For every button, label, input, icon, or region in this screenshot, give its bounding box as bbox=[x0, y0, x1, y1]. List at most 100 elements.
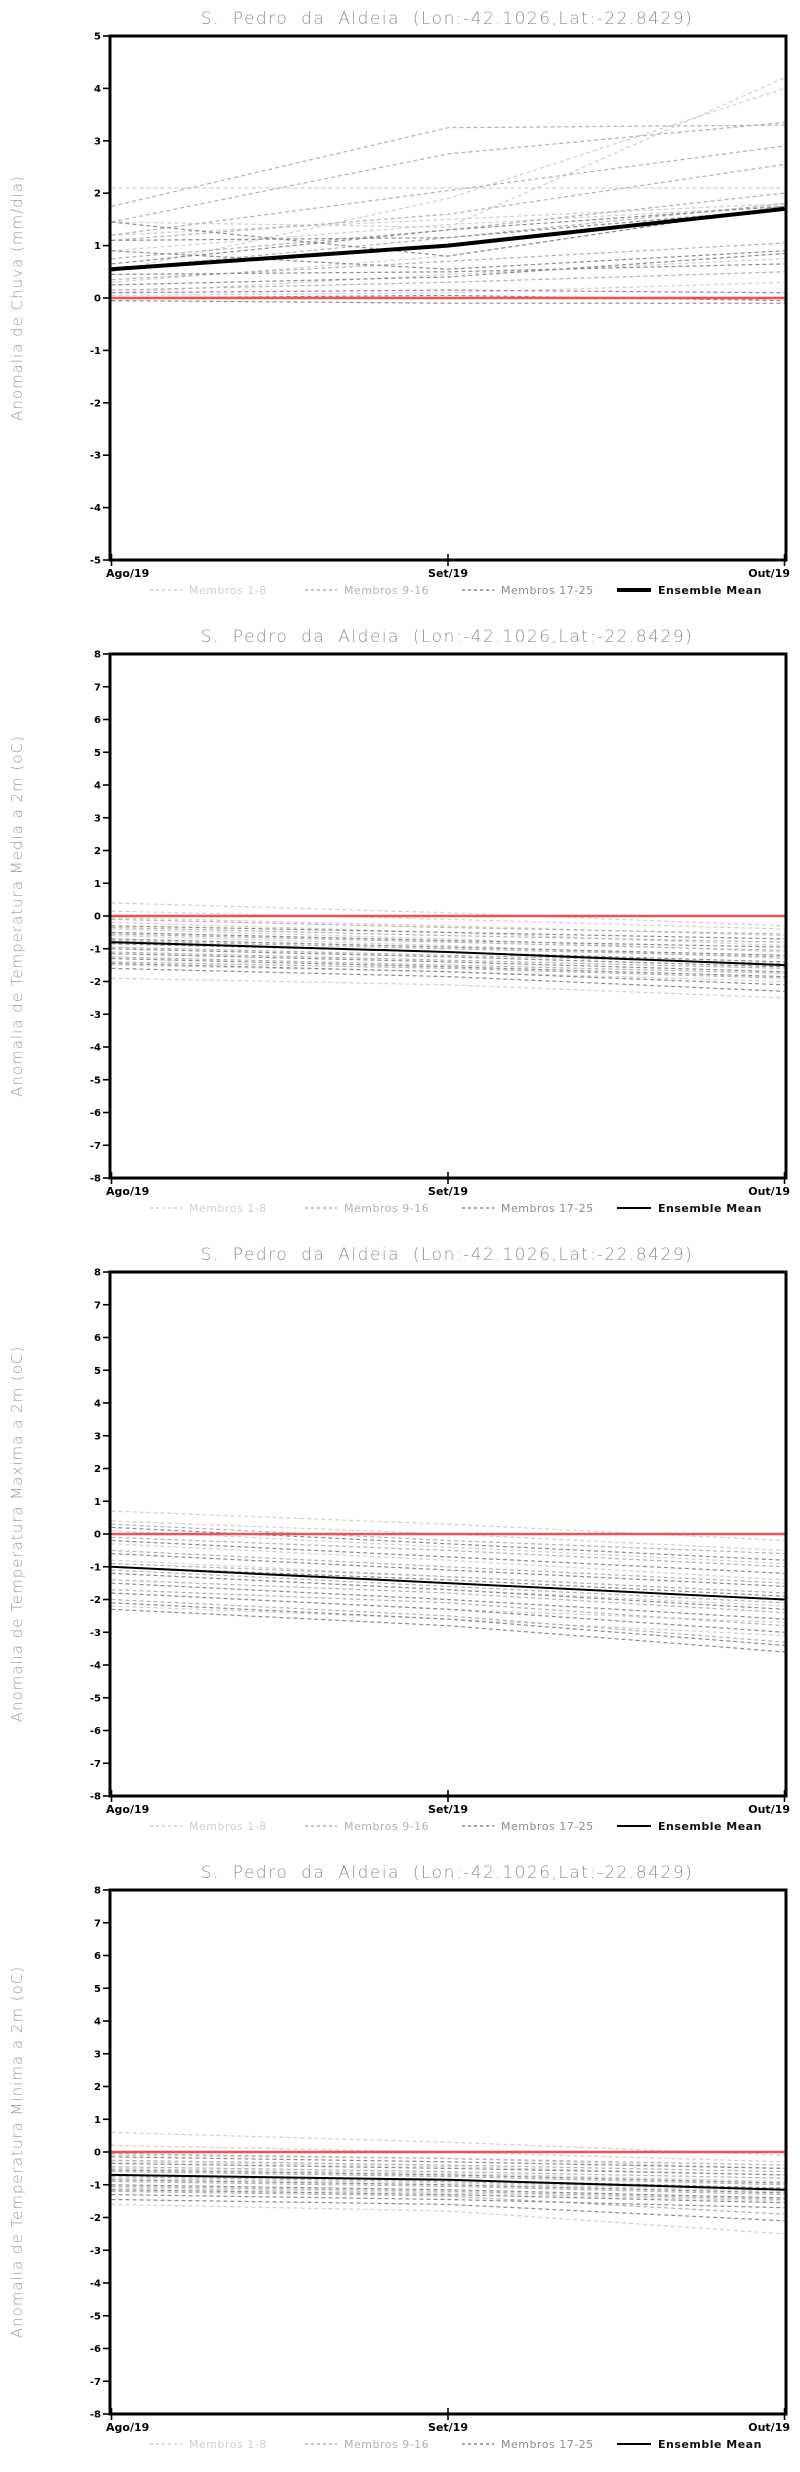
member-line-group-1 bbox=[111, 258, 785, 294]
member-line-group-3 bbox=[111, 208, 785, 241]
chart-title: S. Pedro da Aldeia (Lon:-42.1026,Lat:-22… bbox=[201, 1245, 694, 1265]
member-line-group-2 bbox=[111, 1523, 785, 1555]
y-tick-label: -5 bbox=[90, 1075, 101, 1086]
member-line-group-2 bbox=[111, 163, 785, 241]
chart-title: S. Pedro da Aldeia (Lon:-42.1026,Lat:-22… bbox=[201, 9, 694, 29]
chart-title: S. Pedro da Aldeia (Lon:-42.1026,Lat:-22… bbox=[201, 627, 694, 647]
y-tick-label: 4 bbox=[94, 781, 101, 792]
member-line-group-1 bbox=[111, 964, 785, 983]
y-tick-label: -1 bbox=[90, 2180, 101, 2191]
member-line-group-3 bbox=[111, 1592, 785, 1633]
y-tick-label: 8 bbox=[94, 650, 101, 661]
y-tick-label: 0 bbox=[94, 912, 101, 923]
y-tick-label: 5 bbox=[94, 1366, 101, 1377]
x-tick-label: Out/19 bbox=[748, 567, 790, 580]
member-line-group-2 bbox=[111, 145, 785, 236]
legend-entry-label: Membros 17-25 bbox=[501, 1820, 594, 1833]
member-line-group-3 bbox=[111, 1539, 785, 1574]
member-line-group-3 bbox=[111, 958, 785, 978]
member-line-group-3 bbox=[111, 925, 785, 940]
y-tick-label: 6 bbox=[94, 1333, 101, 1344]
member-line-group-1 bbox=[111, 902, 785, 927]
y-tick-label: -1 bbox=[90, 346, 101, 357]
y-tick-label: -1 bbox=[90, 944, 101, 955]
legend-entry-label: Membros 1-8 bbox=[189, 1202, 267, 1215]
member-line-group-3 bbox=[111, 1602, 785, 1646]
member-line-group-2 bbox=[111, 2180, 785, 2196]
y-tick-label: 5 bbox=[94, 1984, 101, 1995]
y-tick-label: 3 bbox=[94, 1431, 101, 1442]
member-line-group-2 bbox=[111, 1536, 785, 1568]
legend-entry-label: Membros 17-25 bbox=[501, 2438, 594, 2451]
y-tick-label: -7 bbox=[90, 2377, 101, 2388]
member-line-group-3 bbox=[111, 1608, 785, 1653]
member-line-group-1 bbox=[111, 203, 785, 236]
y-tick-label: 0 bbox=[94, 294, 101, 305]
y-tick-label: -2 bbox=[90, 398, 101, 409]
member-line-group-3 bbox=[111, 938, 785, 956]
member-line-group-2 bbox=[111, 271, 785, 291]
y-tick-label: 6 bbox=[94, 715, 101, 726]
y-tick-label: 0 bbox=[94, 2148, 101, 2159]
y-tick-label: -3 bbox=[90, 451, 101, 462]
y-tick-label: 1 bbox=[94, 2115, 101, 2126]
member-line-group-3 bbox=[111, 1553, 785, 1587]
member-line-group-1 bbox=[111, 281, 785, 296]
y-tick-label: 5 bbox=[94, 748, 101, 759]
x-tick-label: Out/19 bbox=[748, 1803, 790, 1816]
y-tick-label: 4 bbox=[94, 2017, 101, 2028]
member-line-group-1 bbox=[111, 1543, 785, 1581]
y-tick-label: -6 bbox=[90, 1726, 101, 1737]
y-tick-label: -4 bbox=[90, 503, 101, 514]
y-tick-label: -4 bbox=[90, 1661, 101, 1672]
y-tick-label: 4 bbox=[94, 1399, 101, 1410]
chart-panel-4: S. Pedro da Aldeia (Lon:-42.1026,Lat:-22… bbox=[8, 1863, 790, 2451]
y-tick-label: -4 bbox=[90, 1043, 101, 1054]
x-tick-label: Ago/19 bbox=[106, 1185, 149, 1198]
member-line-group-2 bbox=[111, 2153, 785, 2166]
chart-panel-2: S. Pedro da Aldeia (Lon:-42.1026,Lat:-22… bbox=[8, 627, 790, 1215]
member-line-group-2 bbox=[111, 121, 785, 223]
member-line-group-1 bbox=[111, 77, 785, 228]
y-tick-label: -7 bbox=[90, 1759, 101, 1770]
legend-ensemble-mean-label: Ensemble Mean bbox=[658, 1202, 762, 1215]
member-line-group-3 bbox=[111, 2184, 785, 2199]
member-line-group-3 bbox=[111, 263, 785, 275]
member-line-group-3 bbox=[111, 948, 785, 968]
y-tick-label: 3 bbox=[94, 136, 101, 147]
x-tick-label: Out/19 bbox=[748, 2421, 790, 2434]
legend-ensemble-mean-label: Ensemble Mean bbox=[658, 584, 762, 597]
member-line-group-3 bbox=[111, 931, 785, 948]
member-line-group-3 bbox=[111, 250, 785, 270]
y-axis-label: Anomalia de Temperatura Media a 2m (oC) bbox=[8, 735, 26, 1097]
member-line-group-2 bbox=[111, 940, 785, 958]
legend-ensemble-mean-label: Ensemble Mean bbox=[658, 1820, 762, 1833]
member-line-group-3 bbox=[111, 1566, 785, 1597]
member-line-group-3 bbox=[111, 252, 785, 286]
member-line-group-1 bbox=[111, 2144, 785, 2163]
ensemble-mean-line bbox=[111, 206, 785, 272]
x-tick-label: Out/19 bbox=[748, 1185, 790, 1198]
ensemble-mean-line bbox=[111, 1565, 785, 1601]
member-line-group-3 bbox=[111, 2162, 785, 2176]
member-line-group-2 bbox=[111, 1562, 785, 1594]
member-line-group-2 bbox=[111, 1579, 785, 1614]
member-line-group-3 bbox=[111, 2194, 785, 2209]
member-line-group-2 bbox=[111, 951, 785, 969]
member-line-group-2 bbox=[111, 2171, 785, 2186]
y-tick-label: 3 bbox=[94, 2049, 101, 2060]
member-line-group-1 bbox=[111, 87, 785, 273]
y-tick-label: 8 bbox=[94, 1886, 101, 1897]
legend-entry-label: Membros 9-16 bbox=[344, 1820, 429, 1833]
member-line-group-2 bbox=[111, 918, 785, 935]
y-tick-label: 7 bbox=[94, 682, 101, 693]
member-line-group-1 bbox=[111, 2203, 785, 2235]
legend-entry-label: Membros 9-16 bbox=[344, 1202, 429, 1215]
y-tick-label: 2 bbox=[94, 189, 101, 200]
member-line-group-3 bbox=[111, 2198, 785, 2222]
x-tick-label: Set/19 bbox=[428, 1803, 468, 1816]
member-line-group-3 bbox=[111, 2189, 785, 2204]
y-tick-label: -2 bbox=[90, 977, 101, 988]
member-line-group-1 bbox=[111, 2167, 785, 2183]
y-tick-label: -6 bbox=[90, 1108, 101, 1119]
